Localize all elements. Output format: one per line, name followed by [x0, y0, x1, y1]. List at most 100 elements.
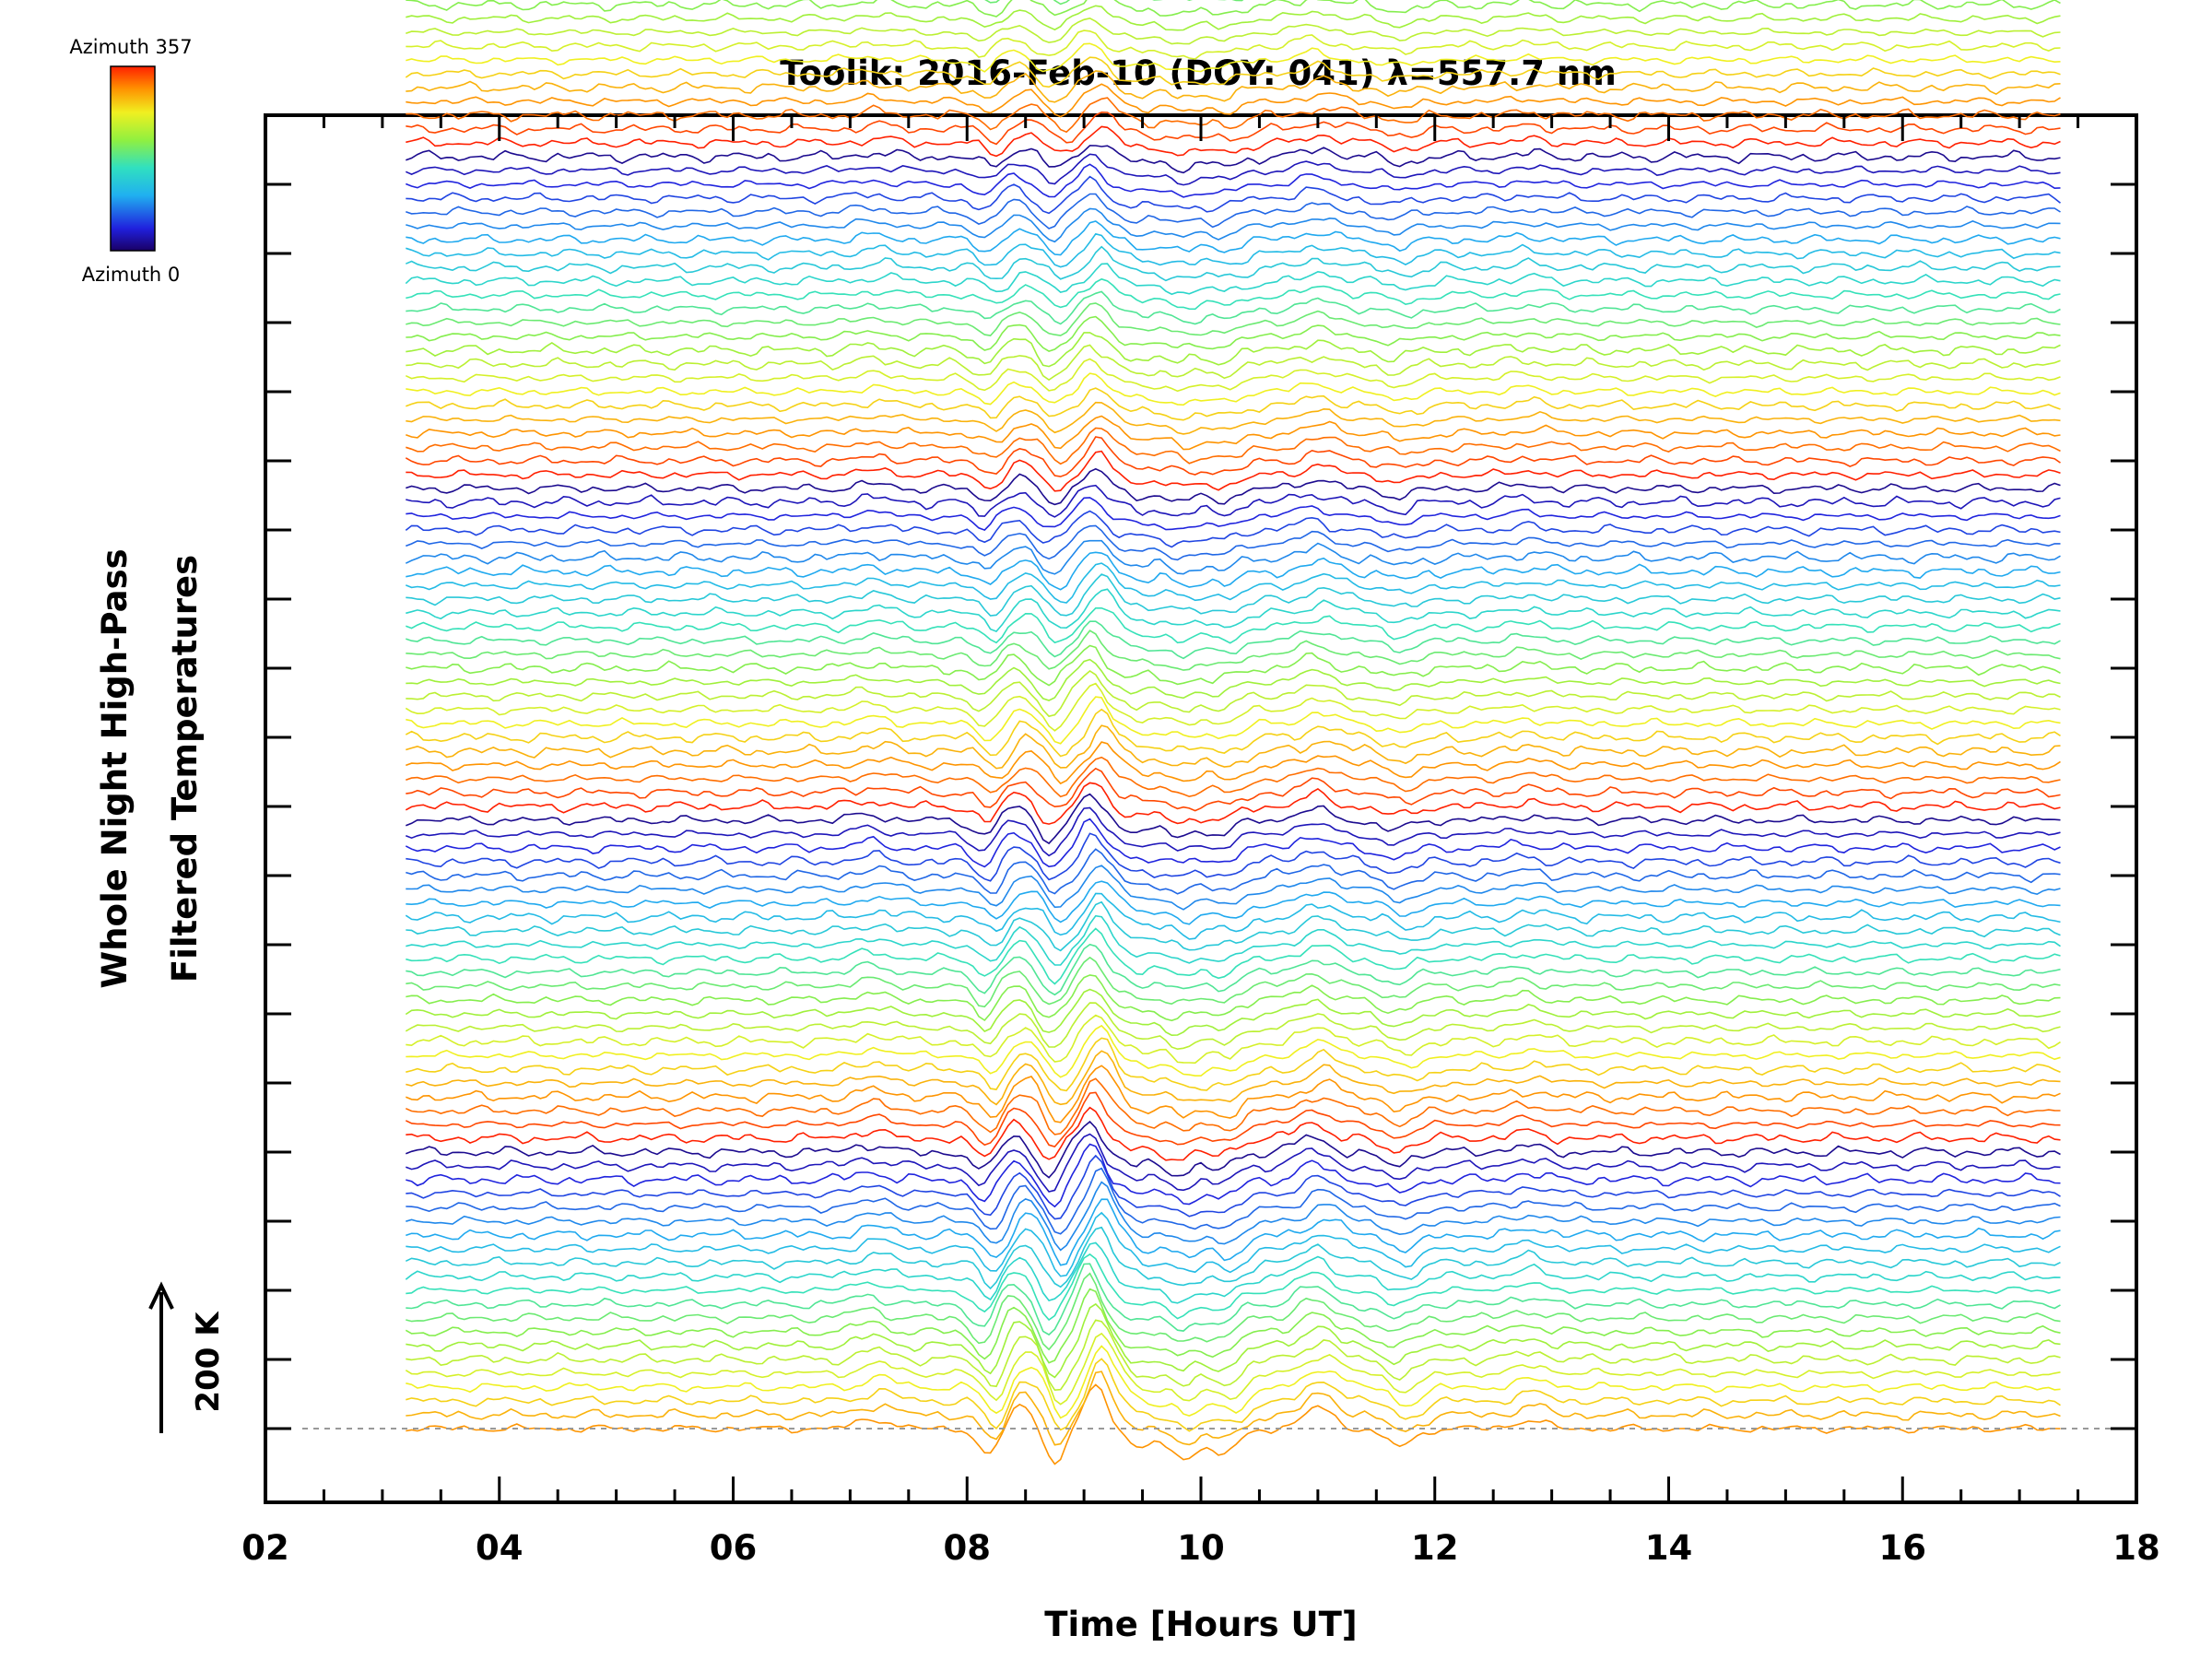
- azimuth-trace: [406, 332, 2061, 368]
- azimuth-trace: [406, 125, 2061, 158]
- azimuth-trace: [405, 1226, 2061, 1290]
- azimuth-trace: [406, 741, 2061, 785]
- azimuth-trace: [406, 1272, 2061, 1351]
- trace-lines: [405, 0, 2062, 1465]
- azimuth-trace: [406, 220, 2061, 256]
- azimuth-trace: [406, 865, 2061, 911]
- azimuth-trace: [405, 782, 2061, 825]
- azimuth-trace: [406, 1358, 2061, 1432]
- azimuth-trace: [406, 767, 2061, 812]
- azimuth-trace: [406, 620, 2061, 660]
- azimuth-trace: [406, 1198, 2061, 1266]
- azimuth-trace: [406, 588, 2061, 633]
- azimuth-trace: [406, 5, 2061, 31]
- azimuth-trace: [406, 974, 2061, 1022]
- azimuth-trace: [406, 387, 2061, 421]
- azimuth-trace: [406, 1383, 2061, 1465]
- azimuth-trace: [406, 644, 2061, 687]
- azimuth-trace: [406, 427, 2061, 465]
- azimuth-trace: [406, 372, 2061, 406]
- azimuth-trace: [405, 1332, 2061, 1406]
- azimuth-trace: [406, 607, 2061, 644]
- azimuth-trace: [406, 401, 2061, 435]
- azimuth-trace: [406, 670, 2061, 718]
- azimuth-trace: [406, 1211, 2061, 1277]
- azimuth-trace: [406, 696, 2061, 745]
- azimuth-trace: [406, 344, 2061, 382]
- azimuth-trace: [406, 1050, 2061, 1106]
- azimuth-trace: [406, 1143, 2061, 1208]
- colorbar-gradient: [110, 65, 156, 252]
- azimuth-trace: [406, 914, 2061, 966]
- azimuth-trace: [406, 29, 2061, 60]
- azimuth-trace: [406, 467, 2061, 506]
- axis-ticks: [264, 115, 2138, 1502]
- azimuth-trace: [406, 1014, 2061, 1065]
- azimuth-trace: [405, 682, 2061, 732]
- azimuth-trace: [406, 1371, 2061, 1446]
- azimuth-trace: [406, 1253, 2061, 1322]
- azimuth-trace: [406, 1167, 2061, 1235]
- azimuth-trace: [406, 193, 2061, 229]
- azimuth-trace: [406, 551, 2061, 591]
- azimuth-trace: [405, 436, 2061, 477]
- azimuth-trace: [406, 943, 2061, 996]
- azimuth-trace: [406, 277, 2061, 311]
- azimuth-trace: [406, 70, 2061, 103]
- azimuth-trace: [405, 56, 2061, 88]
- azimuth-trace: [406, 658, 2061, 701]
- azimuth-trace: [405, 988, 2061, 1037]
- azimuth-trace: [406, 1024, 2061, 1078]
- azimuth-trace: [406, 900, 2061, 952]
- azimuth-trace: [406, 290, 2061, 325]
- x-tick-label: 10: [1177, 1528, 1225, 1568]
- azimuth-trace: [406, 1120, 2061, 1179]
- x-tick-label: 04: [476, 1528, 524, 1568]
- colorbar-bottom-label: Azimuth 0: [82, 264, 181, 286]
- azimuth-trace: [405, 1241, 2061, 1304]
- azimuth-trace: [406, 956, 2061, 1008]
- plot-area: [264, 0, 2138, 1504]
- azimuth-trace: [406, 1154, 2061, 1220]
- azimuth-trace: [406, 163, 2061, 198]
- x-tick-label: 06: [710, 1528, 758, 1568]
- colorbar: Azimuth 357 Azimuth 0: [69, 36, 192, 286]
- azimuth-trace: [406, 1319, 2061, 1392]
- azimuth-trace: [406, 1181, 2061, 1252]
- azimuth-trace: [406, 832, 2061, 882]
- azimuth-trace: [406, 0, 2061, 18]
- azimuth-trace: [406, 1106, 2061, 1161]
- azimuth-trace: [406, 484, 2061, 518]
- azimuth-trace: [405, 245, 2061, 282]
- azimuth-trace: [406, 111, 2061, 146]
- azimuth-trace: [406, 232, 2061, 268]
- colorbar-top-label: Azimuth 357: [69, 36, 192, 58]
- azimuth-trace: [406, 1065, 2061, 1124]
- azimuth-trace: [406, 497, 2061, 532]
- azimuth-trace: [406, 207, 2061, 243]
- azimuth-trace: [406, 806, 2061, 857]
- azimuth-trace: [405, 153, 2061, 186]
- azimuth-trace: [405, 1288, 2061, 1364]
- azimuth-trace: [405, 708, 2061, 758]
- azimuth-trace: [405, 818, 2061, 868]
- azimuth-trace: [406, 756, 2061, 798]
- azimuth-trace: [406, 629, 2061, 671]
- scale-bar: 200 K: [148, 1281, 227, 1433]
- azimuth-trace: [406, 524, 2061, 561]
- azimuth-trace: [406, 83, 2061, 118]
- azimuth-trace: [406, 793, 2061, 845]
- x-tick-labels: 02 04 06 08 10 12 14 16 18: [241, 1528, 2160, 1568]
- azimuth-trace: [406, 573, 2061, 617]
- x-tick-label: 02: [241, 1528, 289, 1568]
- scale-bar-arrow-head: [148, 1281, 174, 1310]
- azimuth-trace: [405, 1091, 2061, 1148]
- azimuth-trace: [405, 358, 2061, 393]
- y-axis-label-line2: Filtered Temperatures: [165, 555, 205, 982]
- azimuth-trace: [406, 42, 2061, 73]
- azimuth-trace: [406, 724, 2061, 770]
- azimuth-trace: [406, 927, 2061, 985]
- azimuth-trace: [405, 1002, 2061, 1051]
- azimuth-trace: [406, 450, 2061, 492]
